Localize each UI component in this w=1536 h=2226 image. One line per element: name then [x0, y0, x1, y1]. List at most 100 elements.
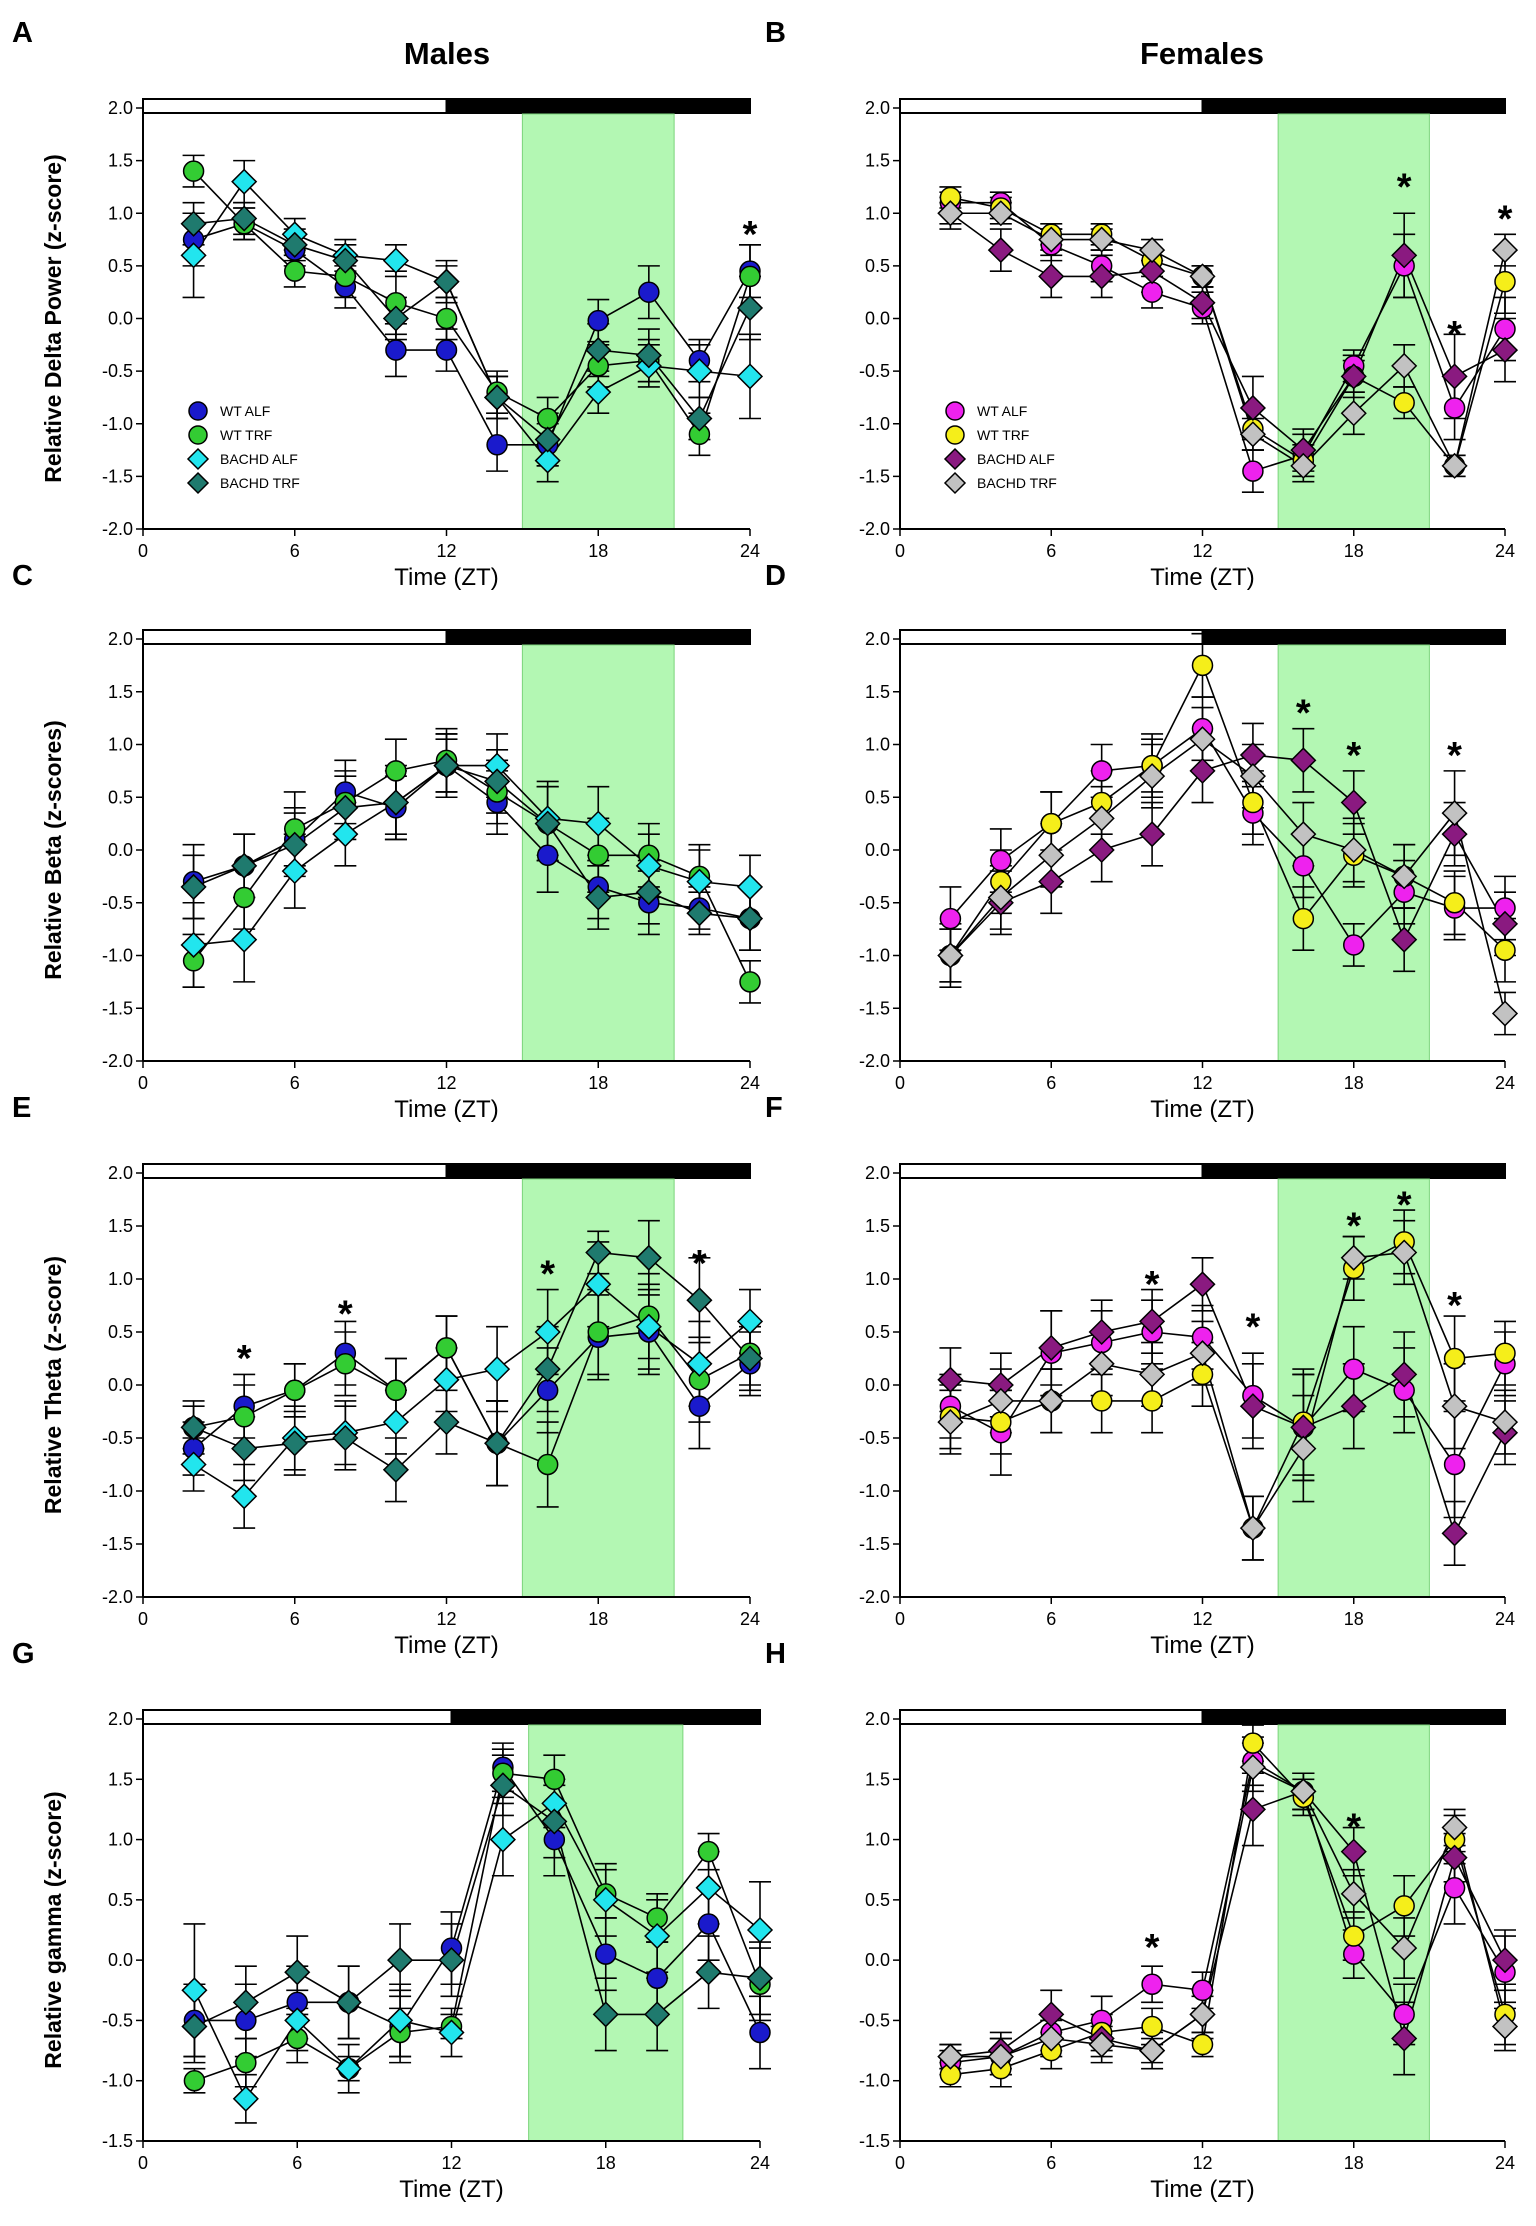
y-tick-label: -1.0 [102, 2071, 133, 2091]
data-point [1038, 1387, 1065, 1414]
data-point [1491, 1000, 1519, 1027]
data-point [233, 1406, 255, 1428]
data-point [736, 873, 764, 900]
data-point [536, 407, 559, 430]
data-point [592, 1886, 619, 1913]
x-tick-label: 24 [740, 1609, 760, 1629]
y-tick-label: 1.5 [865, 682, 890, 702]
data-point [1290, 821, 1317, 848]
y-tick-label: 1.0 [865, 203, 890, 223]
x-tick-label: 0 [895, 1073, 905, 1093]
significance-star: * [1145, 1264, 1160, 1306]
data-point [595, 1943, 617, 1965]
data-point [433, 1409, 460, 1436]
data-point [1088, 805, 1115, 832]
data-point [181, 1977, 208, 2004]
significance-star: * [1346, 1806, 1361, 1848]
y-tick-label: 0.0 [865, 1950, 890, 1970]
data-point [686, 1350, 713, 1377]
data-point [1290, 1435, 1317, 1462]
x-tick-label: 6 [290, 1609, 300, 1629]
data-point [1038, 226, 1065, 253]
data-point [1139, 237, 1166, 264]
light-phase-bar [899, 1163, 1204, 1179]
data-point [536, 844, 559, 867]
data-point [180, 242, 207, 269]
data-point [937, 1409, 964, 1436]
column-title-females: Females [1140, 36, 1264, 71]
y-tick-label: -1.0 [102, 1481, 133, 1501]
legend-label: BACHD TRF [220, 475, 300, 491]
data-point [281, 1430, 308, 1457]
panel-h: H -1.5 -1.0 -0.5 0.0 0.5 1.0 1.5 2.0 0 6 12 18 24 Time… [765, 1638, 1519, 2203]
y-tick-label: -2.0 [859, 519, 890, 539]
data-point [1441, 1393, 1468, 1420]
y-tick-label: -2.0 [859, 1587, 890, 1607]
data-point [1441, 1520, 1468, 1547]
data-point [335, 2055, 362, 2082]
data-point [387, 2007, 414, 2034]
data-point [1141, 2015, 1163, 2038]
data-point [1189, 289, 1216, 316]
data-point [1139, 763, 1166, 790]
legend-marker [945, 401, 965, 421]
x-tick-label: 12 [1192, 1609, 1212, 1629]
panel-letter-e: E [12, 1092, 31, 1124]
data-point [1090, 1390, 1113, 1412]
data-point [1441, 452, 1468, 479]
x-tick-label: 12 [436, 1609, 456, 1629]
data-point [585, 337, 612, 364]
legend-marker [945, 425, 965, 445]
data-point [646, 1967, 668, 1989]
data-point [433, 268, 460, 295]
data-point [1391, 1239, 1418, 1266]
legend-label: WT ALF [977, 403, 1027, 419]
light-phase-bar [899, 98, 1204, 114]
panel-g: G -1.5 -1.0 -0.5 0.0 0.5 1.0 1.5 2.0 0 6 12 18 24 Time… [12, 1638, 774, 2203]
y-tick-label: -0.5 [102, 2010, 133, 2030]
x-tick-label: 12 [1192, 1073, 1212, 1093]
data-point [688, 1395, 711, 1417]
x-tick-label: 6 [1046, 1073, 1056, 1093]
dark-phase-bar [1201, 629, 1506, 645]
y-tick-label: -1.5 [102, 2131, 133, 2151]
data-point [736, 1345, 764, 1372]
x-tick-label: 18 [1344, 1073, 1364, 1093]
data-point [587, 309, 609, 332]
data-point [686, 358, 713, 385]
data-point [1038, 842, 1065, 869]
panel-letter-c: C [12, 560, 33, 592]
data-point [232, 2085, 259, 2112]
y-tick-label: -1.5 [102, 998, 133, 1018]
data-point [1491, 337, 1519, 364]
data-point [987, 1387, 1014, 1414]
data-point [1491, 910, 1519, 937]
significance-star: * [743, 214, 758, 256]
data-point [635, 342, 662, 369]
data-point [739, 265, 761, 288]
data-point [736, 294, 764, 322]
data-point [1290, 452, 1317, 479]
data-point [1491, 237, 1519, 264]
y-tick-label: -0.5 [859, 361, 890, 381]
y-tick-label: 0.0 [108, 309, 133, 329]
y-axis-label: Relative gamma (z-score) [40, 1791, 66, 2068]
significance-star: * [1447, 314, 1462, 356]
data-point [284, 2007, 311, 2034]
data-point [1040, 812, 1062, 835]
significance-star: * [540, 1253, 555, 1295]
data-point [746, 1916, 774, 1944]
data-point [180, 931, 207, 959]
data-point [1391, 863, 1418, 890]
data-point [284, 260, 306, 282]
series-line-3 [194, 1784, 761, 2028]
data-point [1242, 1732, 1264, 1754]
data-point [1239, 1393, 1266, 1420]
data-point [1443, 1453, 1466, 1476]
x-axis-label: Time (ZT) [394, 1096, 498, 1123]
data-point [585, 379, 612, 406]
data-point [1088, 263, 1115, 290]
data-point [284, 1379, 306, 1402]
panel-e: E -2.0 -1.5 -1.0 -0.5 0.0 0.5 1.0 1.5 2.0 0 6 12 18 24… [12, 1092, 764, 1659]
data-point [1038, 263, 1065, 290]
